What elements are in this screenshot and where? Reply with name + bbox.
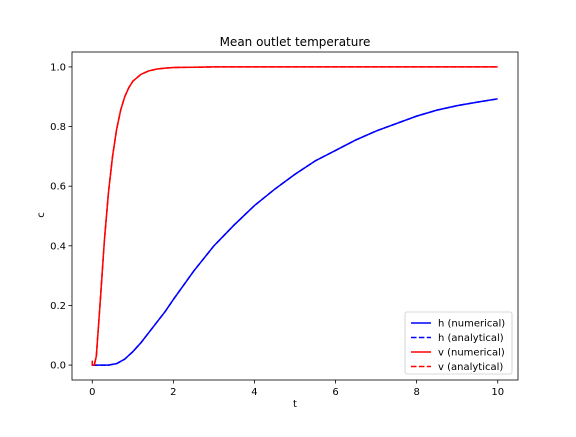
axes-frame [71,51,519,381]
x-tick-label: 4 [251,387,257,398]
legend-label-4: v (analytical) [438,362,503,373]
y-tick-label: 0.6 [50,182,66,193]
x-tick-label: 10 [491,387,504,398]
y-tick-label: 0.8 [50,122,66,133]
y-tick-label: 1.0 [50,62,66,73]
x-tick-label: 6 [332,387,338,398]
legend-label-3: v (numerical) [438,348,505,359]
x-tick-label: 8 [413,387,419,398]
x-axis-label: t [293,399,297,410]
series-line-2 [92,98,498,366]
plot-area: 0 2 4 6 8 10 0.0 0.2 0.4 0.6 0.8 1.0 h (numerical) h … [50,51,519,398]
x-tick-label: 2 [170,387,176,398]
y-tick-label: 0.2 [50,301,66,312]
legend-label-1: h (numerical) [438,319,505,330]
y-axis-label: c [36,212,47,218]
y-tick-label: 0.0 [50,361,66,372]
x-tick-label: 0 [89,387,95,398]
legend-box [404,311,513,375]
legend-label-2: h (analytical) [438,333,504,344]
chart-title: Mean outlet temperature [220,35,371,49]
y-tick-label: 0.4 [50,241,66,252]
series-line-4 [91,66,498,366]
